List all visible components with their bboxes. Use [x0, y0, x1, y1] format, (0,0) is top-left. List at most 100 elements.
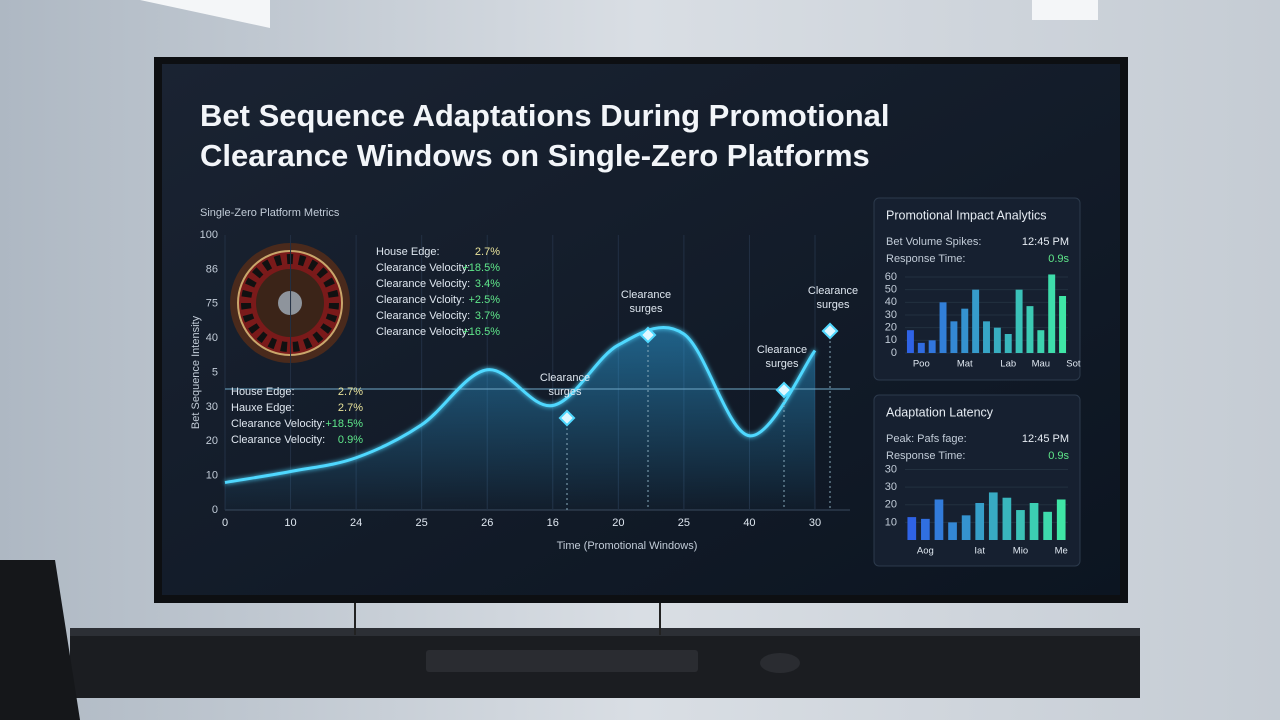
keyboard	[426, 650, 698, 672]
x-tick-label: 30	[809, 517, 821, 529]
metric-value: 2.7%	[475, 246, 500, 258]
bar	[917, 342, 925, 353]
metric-label: Clearance Vcloity:	[376, 294, 465, 306]
y-tick-label: 50	[885, 284, 897, 296]
y-tick-label: 5	[212, 366, 218, 378]
y-tick-label: 10	[885, 516, 897, 528]
bar	[1004, 334, 1012, 353]
x-tick-label: 0	[222, 517, 228, 529]
metric-value: +16.5%	[462, 326, 500, 338]
annotation: Clearance	[808, 285, 858, 297]
chart-title: Single-Zero Platform Metrics	[200, 207, 340, 219]
x-tick-label: Me	[1055, 546, 1068, 557]
annotation-marker	[821, 322, 839, 340]
x-tick-label: 10	[284, 517, 296, 529]
roulette-wheel	[230, 243, 350, 363]
metric-label: Clearance Velocity:	[376, 326, 470, 338]
bar	[906, 330, 914, 353]
ceiling-light	[140, 0, 270, 28]
y-axis-label: Bet Sequence Intensity	[190, 315, 202, 429]
bar	[1043, 511, 1052, 540]
annotation-marker	[558, 409, 576, 427]
x-tick-label: Aog	[917, 546, 934, 557]
annotation: surges	[548, 386, 582, 398]
metric-value: 3.7%	[475, 310, 500, 322]
stat-value: 12:45 PM	[1022, 433, 1069, 445]
line	[224, 325, 817, 484]
x-axis-label: Time (Promotional Windows)	[557, 540, 698, 552]
annotation-marker	[639, 326, 657, 344]
annotation: surges	[765, 358, 799, 370]
y-tick-label: 86	[206, 263, 218, 275]
y-tick-label: 30	[885, 481, 897, 493]
y-tick-label: 30	[206, 401, 218, 413]
y-tick-label: 10	[885, 334, 897, 346]
y-tick-label: 20	[885, 499, 897, 511]
y-tick-label: 100	[200, 229, 218, 241]
x-tick-label: Iat	[974, 546, 985, 557]
bar	[1048, 274, 1056, 353]
metric-label: House Edge:	[376, 246, 440, 258]
metric-value: +2.5%	[469, 294, 501, 306]
x-tick-label: Lab	[1000, 359, 1016, 370]
stat-value: 12:45 PM	[1022, 236, 1069, 248]
title: Clearance Windows on Single-Zero Platfor…	[200, 138, 870, 173]
metric-value: 0.9%	[338, 434, 363, 446]
bar	[939, 302, 947, 353]
metric-label: Clearance Velocity:	[376, 262, 470, 274]
metric-value: 3.4%	[475, 278, 500, 290]
annotation: surges	[629, 303, 663, 315]
y-tick-label: 40	[206, 332, 218, 344]
chair	[0, 560, 80, 720]
bar	[1059, 296, 1067, 353]
x-tick-label: Mat	[957, 359, 973, 370]
mouse	[760, 653, 800, 673]
bar	[988, 492, 998, 540]
x-tick-label: 26	[481, 517, 493, 529]
bar	[928, 340, 936, 353]
panel-title: Promotional Impact Analytics	[886, 208, 1047, 222]
x-tick-label: Sot	[1066, 359, 1081, 370]
y-tick-label: 75	[206, 298, 218, 310]
bar	[975, 503, 985, 540]
y-tick-label: 20	[206, 435, 218, 447]
bar	[961, 308, 969, 353]
bar	[961, 515, 971, 540]
y-tick-label: 20	[885, 322, 897, 334]
bar	[972, 289, 980, 353]
bar	[993, 327, 1001, 353]
annotation: surges	[816, 299, 850, 311]
bar	[950, 321, 958, 353]
ceiling-light	[1032, 0, 1098, 20]
panel-title: Adaptation Latency	[886, 405, 994, 419]
bar	[1037, 330, 1045, 353]
annotation-marker	[775, 381, 793, 399]
bar	[983, 321, 990, 353]
x-tick-label: Mio	[1013, 546, 1028, 557]
bar	[1002, 497, 1012, 540]
bar	[907, 517, 917, 540]
stat-label: Peak: Pafs fage:	[886, 433, 967, 445]
y-tick-label: 0	[891, 347, 897, 359]
bar	[948, 522, 957, 540]
y-tick-label: 0	[212, 504, 218, 516]
y-tick-label: 30	[885, 463, 897, 475]
metric-label: Clearance Velocity:	[231, 434, 325, 446]
bar	[934, 499, 944, 540]
y-tick-label: 30	[885, 309, 897, 321]
bar	[1056, 499, 1066, 540]
metric-value: 2.7%	[338, 402, 363, 414]
metric-label: Clearance Velocity:	[231, 418, 325, 430]
metric-value: 2.7%	[338, 386, 363, 398]
annotation: Clearance	[757, 344, 807, 356]
metric-label: Hauxe Edge:	[231, 402, 295, 414]
x-tick-label: 25	[678, 517, 690, 529]
metric-label: House Edge:	[231, 386, 295, 398]
metric-label: Clearance Velocity:	[376, 278, 470, 290]
stat-label: Response Time:	[886, 253, 965, 265]
y-tick-label: 10	[206, 470, 218, 482]
metric-value: +18.5%	[462, 262, 500, 274]
annotation: Clearance	[621, 289, 671, 301]
y-tick-label: 40	[885, 296, 897, 308]
y-tick-label: 60	[885, 271, 897, 283]
